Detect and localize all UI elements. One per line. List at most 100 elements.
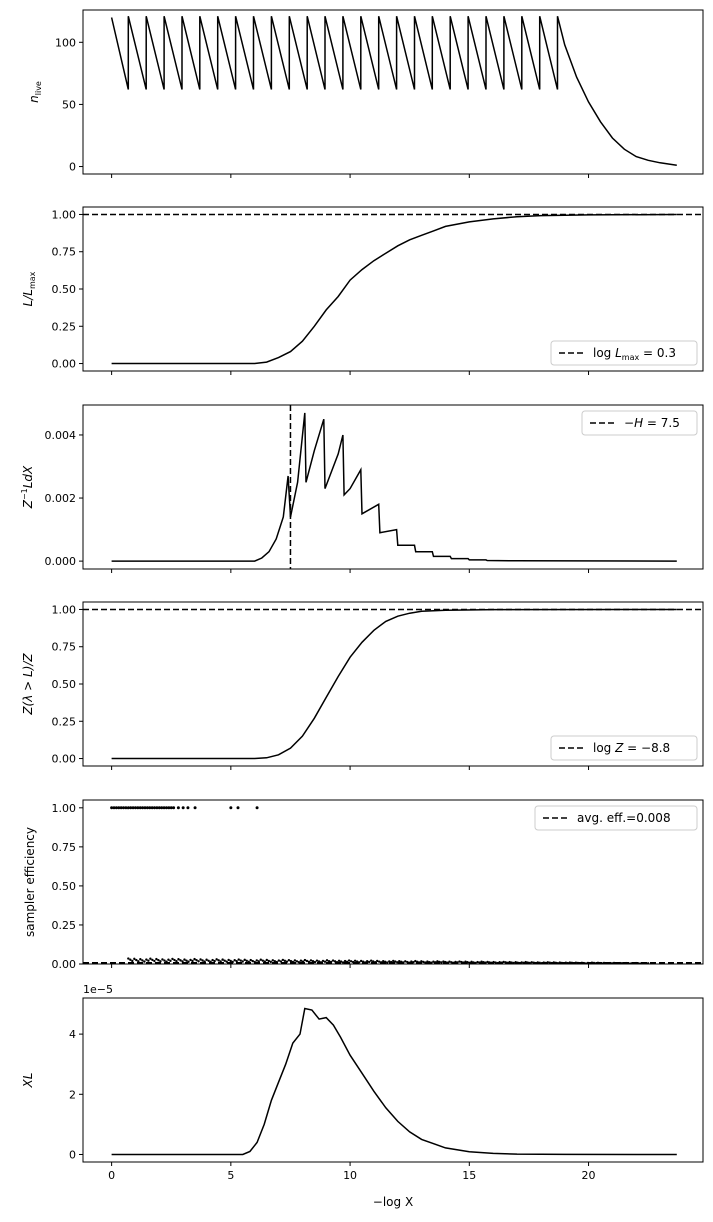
y-tick-label: 0.004 bbox=[45, 429, 77, 442]
plot-area bbox=[83, 608, 703, 760]
scatter-point bbox=[536, 961, 539, 964]
scatter-point bbox=[622, 962, 626, 964]
scatter-point bbox=[636, 962, 640, 964]
scatter-point bbox=[620, 962, 624, 964]
series-line bbox=[111, 608, 677, 760]
y-tick-label: 0.50 bbox=[52, 678, 77, 691]
scatter-point bbox=[357, 961, 361, 964]
scatter-point bbox=[185, 959, 188, 962]
scatter-point bbox=[522, 961, 525, 964]
scatter-point bbox=[526, 961, 529, 964]
panel-6: 0 5 10 15 20 0 2 4 XL 1e−5 bbox=[21, 983, 704, 1182]
y-axis-label: nlive bbox=[27, 81, 43, 103]
scatter-point bbox=[141, 806, 145, 810]
legend-label: −H = 7.5 bbox=[624, 416, 680, 430]
scatter-point bbox=[452, 961, 455, 964]
panel-2: 0.00 0.25 0.50 0.75 1.00 L/Lmax log Lmax = 0.3 bbox=[21, 206, 704, 375]
scatter-point bbox=[243, 958, 246, 962]
scatter-point bbox=[502, 960, 505, 964]
scatter-point bbox=[195, 959, 198, 962]
scatter-point bbox=[404, 960, 407, 963]
scatter-point bbox=[400, 960, 403, 964]
scatter-point bbox=[550, 961, 554, 964]
scatter-point bbox=[570, 961, 574, 964]
scatter-point bbox=[422, 960, 425, 964]
scatter-point bbox=[131, 806, 135, 810]
scatter-point bbox=[560, 961, 564, 964]
scatter-point bbox=[327, 959, 331, 963]
series-line bbox=[111, 1007, 677, 1156]
legend: log Lmax = 0.3 bbox=[550, 340, 698, 366]
scatter-point bbox=[448, 960, 451, 963]
scatter-point bbox=[343, 959, 347, 963]
scatter-point bbox=[612, 961, 616, 964]
scatter-point bbox=[333, 960, 337, 963]
y-axis-label: sampler efficiency bbox=[23, 827, 37, 937]
scatter-point bbox=[197, 960, 200, 963]
scatter-point bbox=[618, 961, 622, 964]
scatter-point bbox=[231, 960, 234, 964]
scatter-point bbox=[271, 959, 275, 962]
scatter-point bbox=[508, 960, 511, 964]
scatter-point bbox=[384, 960, 387, 964]
scatter-point bbox=[646, 962, 650, 964]
panel-3: 0.000 0.002 0.004 Z−1LdX −H = 7.5 bbox=[20, 404, 704, 573]
plot-area bbox=[110, 16, 677, 167]
scatter-point bbox=[548, 961, 552, 964]
scatter-point bbox=[380, 961, 383, 964]
scatter-point bbox=[303, 958, 307, 962]
scatter-point bbox=[257, 960, 260, 963]
scatter-point bbox=[247, 960, 250, 963]
scatter-point bbox=[112, 806, 116, 810]
scatter-point bbox=[582, 961, 586, 964]
scatter-point bbox=[126, 806, 130, 810]
legend: avg. eff.=0.008 bbox=[534, 805, 698, 831]
y-axis-label: Z−1LdX bbox=[20, 465, 35, 509]
scatter-point bbox=[644, 962, 648, 964]
scatter-point bbox=[442, 960, 445, 963]
y-tick-label: 0.75 bbox=[52, 246, 77, 259]
scatter-point bbox=[289, 959, 293, 963]
scatter-point bbox=[147, 959, 150, 962]
scatter-point bbox=[426, 960, 429, 963]
scatter-point bbox=[375, 959, 379, 963]
scatter-point bbox=[229, 806, 233, 810]
scatter-point bbox=[117, 806, 121, 810]
scatter-point bbox=[546, 961, 549, 964]
scatter-point bbox=[131, 959, 134, 963]
scatter-point bbox=[143, 960, 146, 963]
scatter-point bbox=[193, 957, 196, 961]
scatter-point bbox=[432, 960, 435, 963]
scatter-point bbox=[213, 959, 216, 963]
scatter-point bbox=[382, 959, 385, 963]
scatter-point bbox=[127, 957, 130, 960]
scatter-point bbox=[596, 961, 600, 964]
legend: log Z = −8.8 bbox=[550, 735, 698, 761]
axes-frame bbox=[82, 997, 704, 1163]
scatter-point bbox=[153, 959, 156, 963]
y-tick-label: 0.75 bbox=[52, 641, 77, 654]
scatter-point bbox=[530, 961, 533, 964]
scatter-point bbox=[590, 961, 594, 964]
y-tick-label: 0.000 bbox=[45, 555, 77, 568]
scatter-point bbox=[329, 960, 333, 964]
scatter-point bbox=[313, 960, 317, 964]
scatter-point bbox=[414, 959, 417, 963]
scatter-point bbox=[155, 957, 158, 961]
x-tick-label: 15 bbox=[462, 1169, 476, 1182]
scatter-point bbox=[418, 961, 421, 964]
scatter-point bbox=[386, 961, 389, 964]
scatter-point bbox=[151, 958, 154, 962]
y-tick-label: 0.25 bbox=[52, 919, 77, 932]
y-tick-label: 0.75 bbox=[52, 841, 77, 854]
scatter-point bbox=[323, 960, 327, 963]
scatter-point bbox=[201, 959, 204, 962]
scatter-point bbox=[181, 806, 185, 810]
scatter-point bbox=[640, 962, 644, 964]
scatter-point bbox=[169, 806, 173, 810]
scatter-point bbox=[424, 961, 427, 964]
scatter-point bbox=[460, 960, 463, 964]
y-tick-label: 2 bbox=[69, 1088, 76, 1101]
scatter-point bbox=[211, 958, 214, 962]
scatter-point bbox=[349, 960, 353, 963]
